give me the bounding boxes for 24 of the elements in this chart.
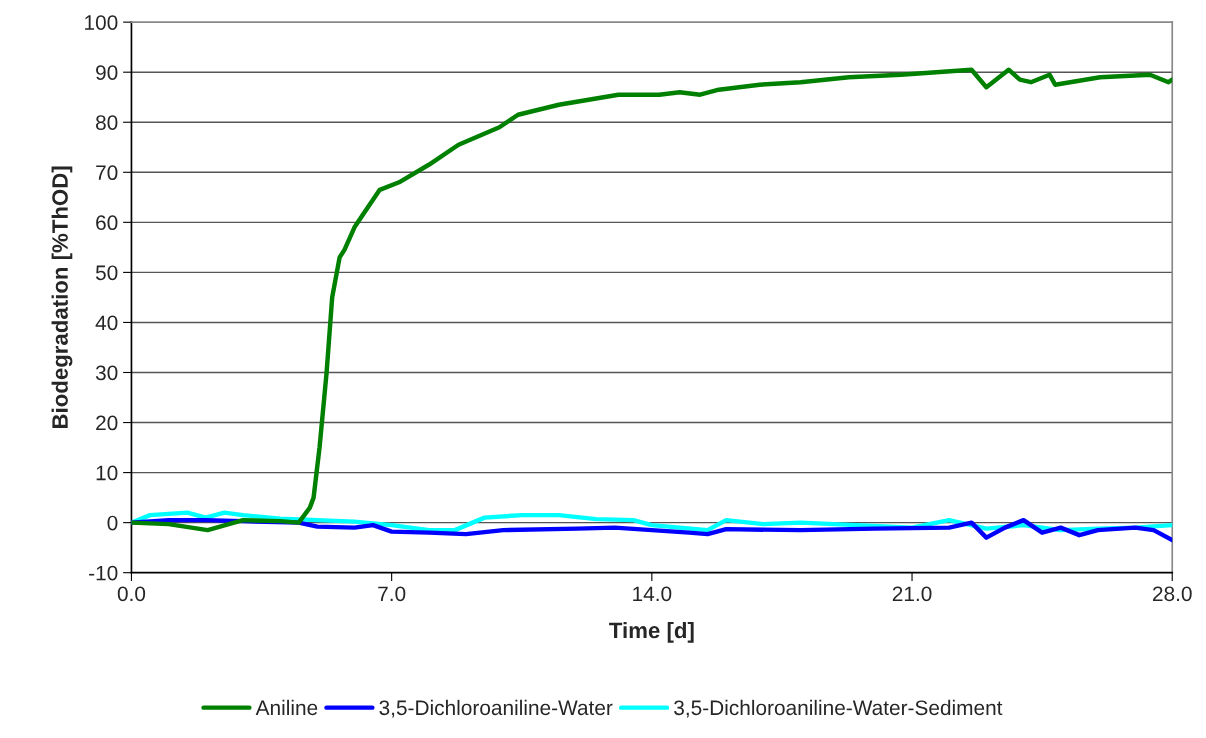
y-tick-label: 10 [96,465,118,481]
x-tick-label: 21.0 [892,586,932,602]
y-tick-label: 20 [96,415,118,431]
legend-label: 3,5-Dichloroaniline-Water [379,699,613,718]
y-tick-label: 30 [95,365,118,381]
x-tick-label: 28.0 [1153,586,1192,602]
y-tick-label: 0 [107,515,118,531]
line-series [131,517,1173,543]
y-tick-label: 40 [95,315,118,331]
x-tick-label: 7.0 [378,586,406,602]
line-series [131,67,1173,533]
y-axis-title: Biodegradation [%ThOD] [51,166,73,429]
y-tick-label: 50 [95,265,118,281]
legend-label: 3,5-Dichloroaniline-Water-Sediment [674,699,1003,718]
y-tick-label: -10 [89,565,118,581]
x-axis-title: Time [d] [609,621,694,643]
y-tick-label: 60 [96,215,118,231]
x-tick-label: 14.0 [633,586,672,602]
x-tick-label: 0.0 [117,586,146,602]
legend-label: Aniline [255,699,318,716]
y-tick-label: 100 [85,15,118,30]
y-tick-label: 80 [95,115,118,130]
y-tick-label: 70 [96,165,118,181]
y-tick-label: 90 [96,65,118,80]
